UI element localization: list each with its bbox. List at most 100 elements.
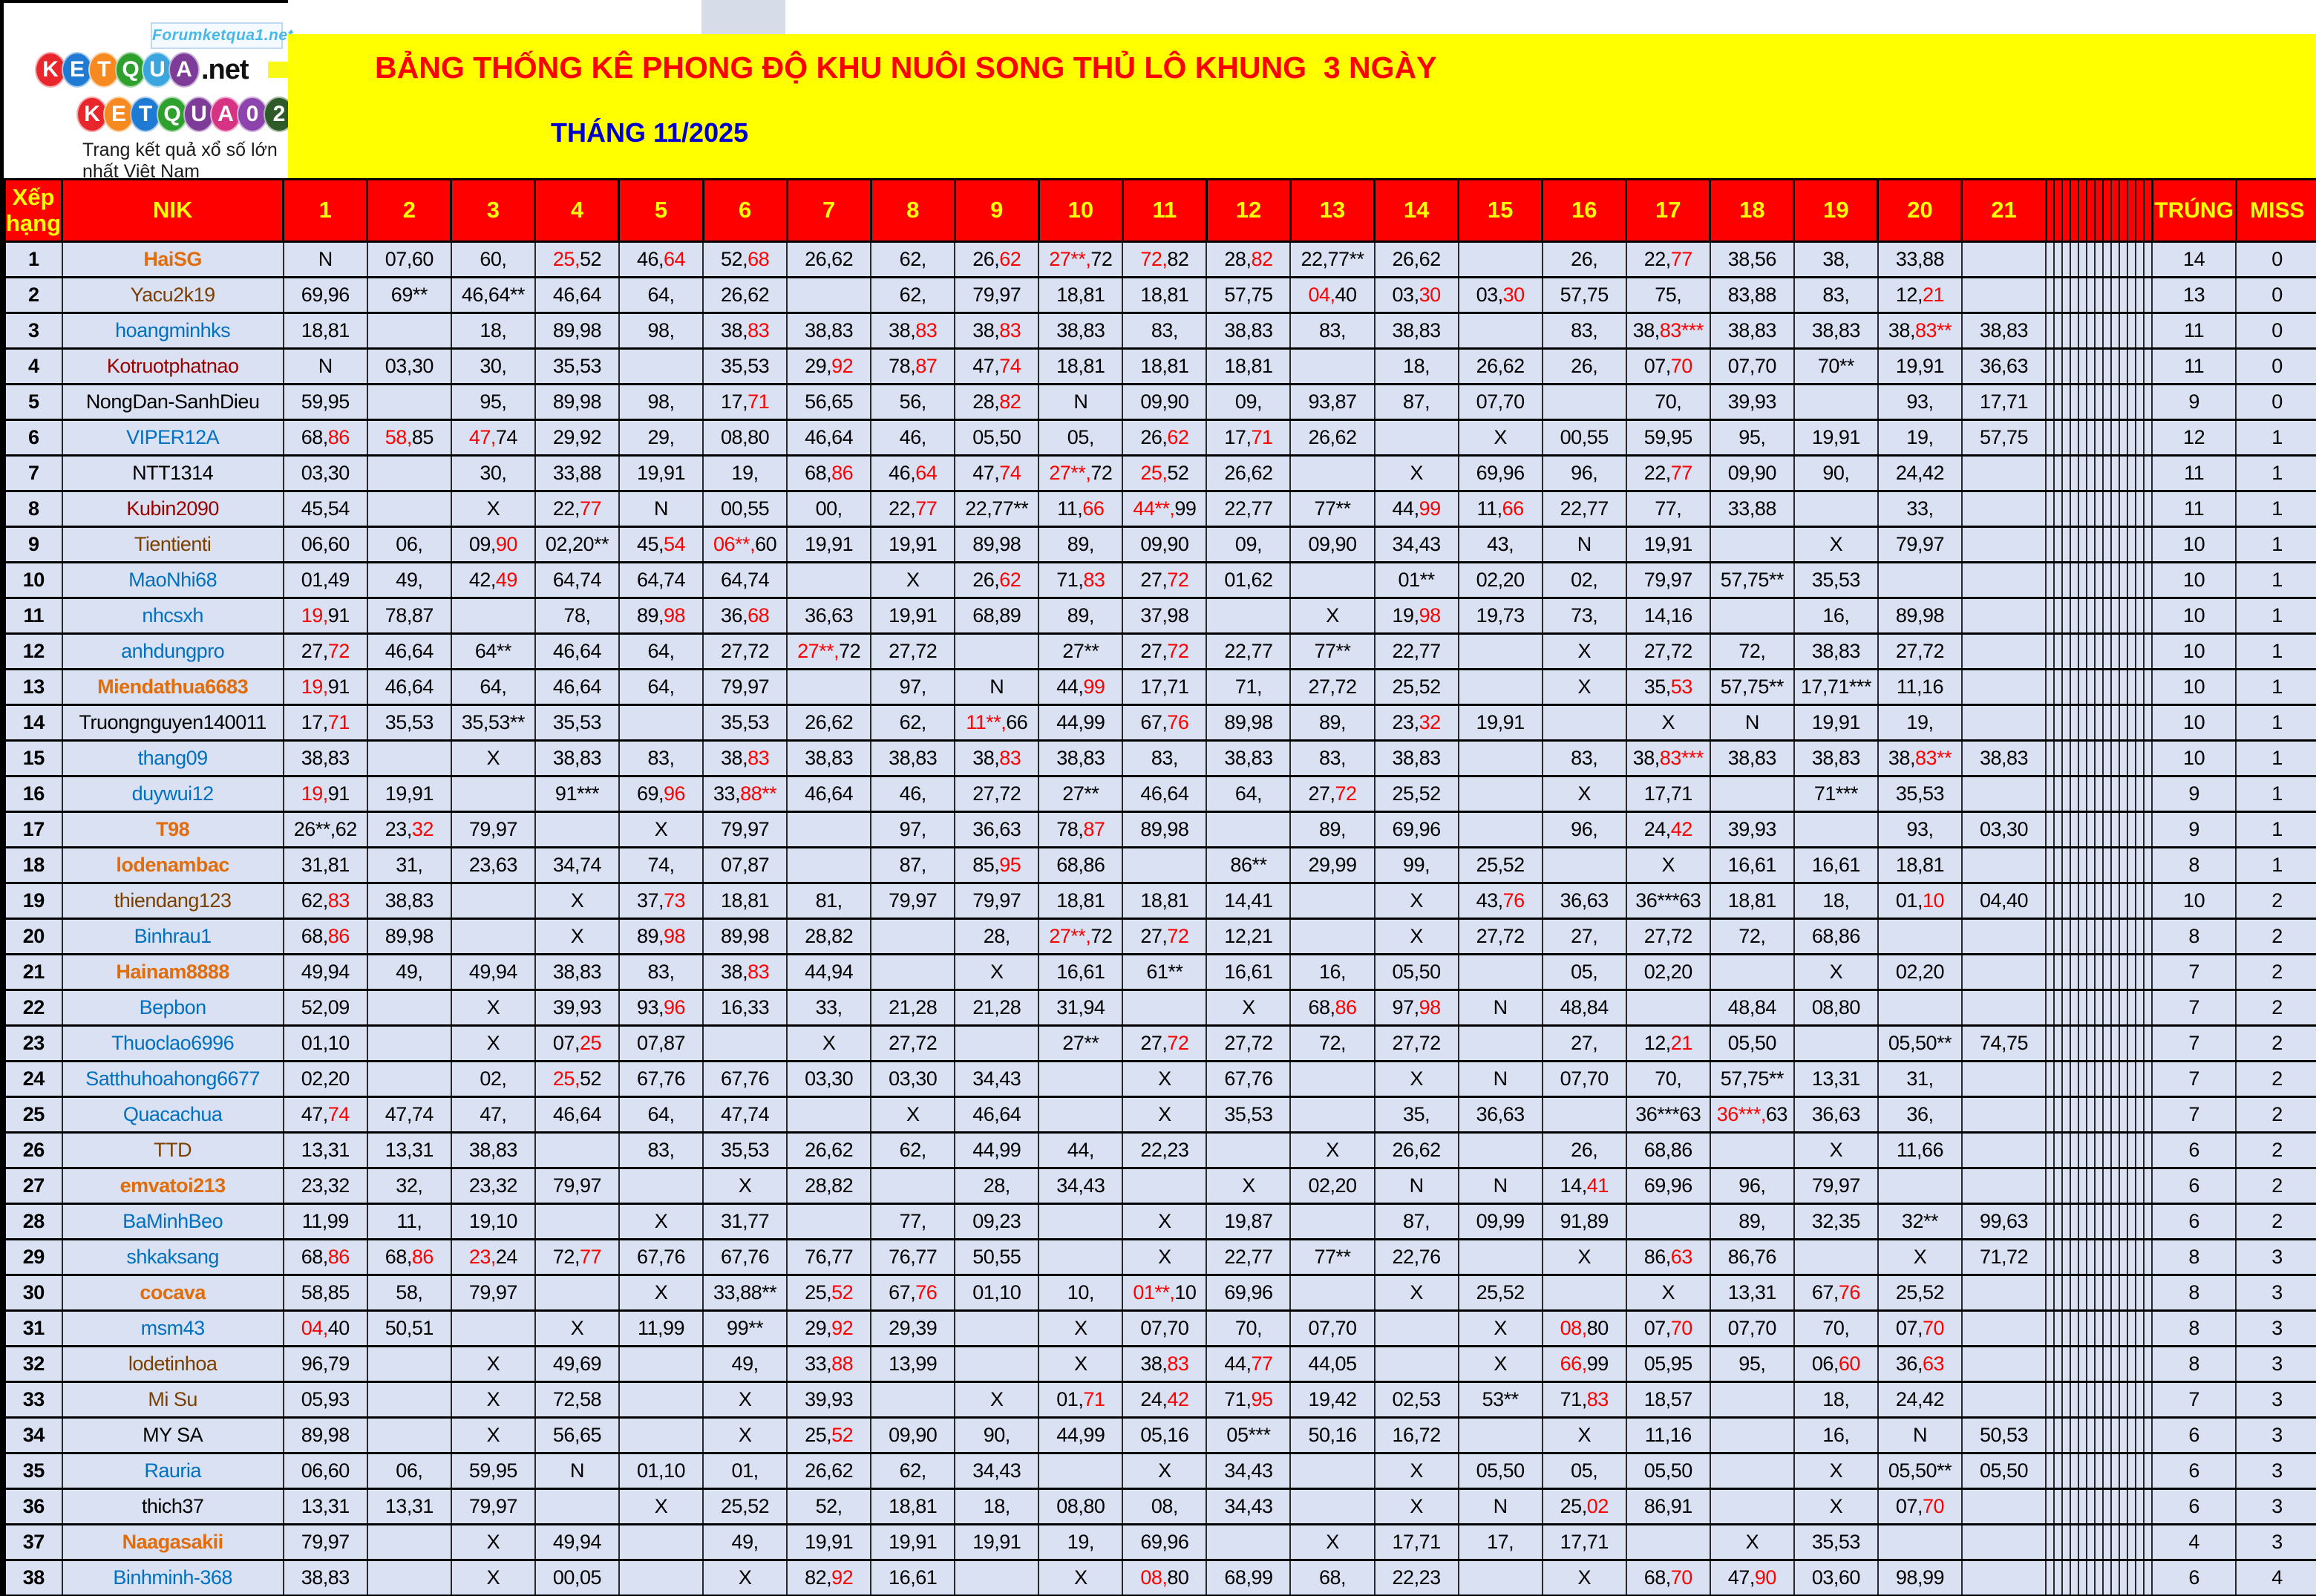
filler-cell[interactable] bbox=[2061, 1452, 2072, 1490]
day-cell[interactable]: 05,50 bbox=[1457, 1452, 1543, 1490]
filler-cell[interactable] bbox=[2070, 846, 2080, 884]
x-cell[interactable]: X bbox=[1793, 1452, 1879, 1490]
filler-cell[interactable] bbox=[2061, 1238, 2072, 1276]
filler-cell[interactable] bbox=[2135, 1131, 2145, 1169]
day-cell[interactable]: 17,71 bbox=[702, 383, 788, 421]
day-cell[interactable]: 93,96 bbox=[618, 989, 704, 1027]
filler-cell[interactable] bbox=[2078, 811, 2088, 848]
day-cell[interactable]: 64,74 bbox=[618, 561, 704, 599]
day-cell[interactable]: 26,62 bbox=[786, 1452, 872, 1490]
day-cell[interactable] bbox=[1709, 953, 1795, 991]
day-cell[interactable]: 22,77** bbox=[954, 490, 1040, 528]
day-cell[interactable]: 56, bbox=[870, 383, 956, 421]
day-cell[interactable]: 32** bbox=[1877, 1203, 1963, 1240]
filler-cell[interactable] bbox=[2102, 526, 2113, 563]
day-cell[interactable]: 97, bbox=[870, 668, 956, 706]
day-cell[interactable]: 61** bbox=[1122, 953, 1208, 991]
filler-cell[interactable] bbox=[2102, 454, 2113, 492]
day-cell[interactable]: 24,42 bbox=[1877, 454, 1963, 492]
x-cell[interactable]: X bbox=[1373, 1452, 1459, 1490]
rank-cell[interactable]: 5 bbox=[4, 383, 63, 421]
filler-cell[interactable] bbox=[2127, 1381, 2137, 1419]
day-cell[interactable]: 22,77 bbox=[1206, 1238, 1292, 1276]
day-cell[interactable] bbox=[1038, 1452, 1124, 1490]
filler-cell[interactable] bbox=[2110, 1167, 2121, 1205]
filler-cell[interactable] bbox=[2061, 1060, 2072, 1098]
x-cell[interactable]: X bbox=[450, 1024, 536, 1062]
day-cell[interactable]: 47,74 bbox=[366, 1096, 452, 1134]
miss-cell[interactable]: 2 bbox=[2235, 1024, 2316, 1062]
filler-cell[interactable] bbox=[2053, 276, 2064, 314]
filler-cell[interactable] bbox=[2045, 1024, 2055, 1062]
filler-cell[interactable] bbox=[2143, 1452, 2153, 1490]
day-cell[interactable]: 76,77 bbox=[786, 1238, 872, 1276]
day-cell[interactable]: 22,77** bbox=[1289, 241, 1375, 278]
day-cell[interactable]: 38,83 bbox=[1709, 739, 1795, 777]
filler-cell[interactable] bbox=[2143, 1024, 2153, 1062]
day-cell[interactable] bbox=[1373, 419, 1459, 457]
filler-cell[interactable] bbox=[2110, 668, 2121, 706]
filler-cell[interactable] bbox=[2119, 918, 2129, 955]
day-cell[interactable] bbox=[1793, 490, 1879, 528]
x-cell[interactable]: X bbox=[1122, 1060, 1208, 1098]
day-cell[interactable]: 22,77 bbox=[870, 490, 956, 528]
day-cell[interactable]: 46,64 bbox=[870, 454, 956, 492]
filler-cell[interactable] bbox=[2119, 1381, 2129, 1419]
filler-cell[interactable] bbox=[2127, 632, 2137, 670]
day-cell[interactable]: 26,62 bbox=[1206, 454, 1292, 492]
filler-cell[interactable] bbox=[2135, 1452, 2145, 1490]
filler-cell[interactable] bbox=[2061, 276, 2072, 314]
filler-cell[interactable] bbox=[2119, 1131, 2129, 1169]
day-cell[interactable]: 60, bbox=[450, 241, 536, 278]
day-cell[interactable] bbox=[1541, 704, 1627, 742]
x-cell[interactable]: X bbox=[1541, 1238, 1627, 1276]
filler-cell[interactable] bbox=[2070, 1096, 2080, 1134]
rank-cell[interactable]: 33 bbox=[4, 1381, 63, 1419]
day-cell[interactable]: 28,82 bbox=[954, 383, 1040, 421]
filler-cell[interactable] bbox=[2127, 526, 2137, 563]
day-cell[interactable]: 87, bbox=[1373, 383, 1459, 421]
trung-cell[interactable]: 10 bbox=[2151, 526, 2237, 563]
x-cell[interactable]: X bbox=[1709, 1523, 1795, 1561]
day-cell[interactable]: 03,30 bbox=[1457, 276, 1543, 314]
day-cell[interactable]: 24,42 bbox=[1122, 1381, 1208, 1419]
day-cell[interactable]: 01,10 bbox=[618, 1452, 704, 1490]
day-cell[interactable]: 17,71 bbox=[282, 704, 368, 742]
filler-cell[interactable] bbox=[2078, 668, 2088, 706]
nik-cell[interactable]: Quacachua bbox=[61, 1096, 284, 1134]
n-cell[interactable]: N bbox=[1457, 1488, 1543, 1525]
rank-cell[interactable]: 16 bbox=[4, 775, 63, 813]
day-cell[interactable]: 38,83 bbox=[786, 312, 872, 350]
x-cell[interactable]: X bbox=[450, 1416, 536, 1454]
day-cell[interactable]: 78,87 bbox=[1038, 811, 1124, 848]
filler-cell[interactable] bbox=[2070, 1167, 2080, 1205]
day-cell[interactable]: 24,42 bbox=[1877, 1381, 1963, 1419]
day-cell[interactable]: 07,70 bbox=[1877, 1488, 1963, 1525]
day-cell[interactable]: 05,50 bbox=[954, 419, 1040, 457]
day-cell[interactable] bbox=[534, 811, 620, 848]
day-cell[interactable] bbox=[1960, 526, 2047, 563]
day-cell[interactable] bbox=[1122, 846, 1208, 884]
day-cell[interactable]: 05,50 bbox=[1373, 953, 1459, 991]
filler-cell[interactable] bbox=[2094, 704, 2104, 742]
filler-cell[interactable] bbox=[2102, 1274, 2113, 1312]
filler-cell[interactable] bbox=[2143, 1523, 2153, 1561]
day-cell[interactable]: 19,91 bbox=[1625, 526, 1711, 563]
day-cell[interactable]: 56,65 bbox=[534, 1416, 620, 1454]
filler-cell[interactable] bbox=[2045, 846, 2055, 884]
day-cell[interactable]: 72, bbox=[1289, 1024, 1375, 1062]
day-cell[interactable]: 46,64** bbox=[450, 276, 536, 314]
filler-cell[interactable] bbox=[2127, 846, 2137, 884]
day-cell[interactable] bbox=[1960, 490, 2047, 528]
day-cell[interactable]: 12,21 bbox=[1206, 918, 1292, 955]
trung-cell[interactable]: 6 bbox=[2151, 1559, 2237, 1596]
day-cell[interactable]: 19,91 bbox=[870, 1523, 956, 1561]
filler-cell[interactable] bbox=[2135, 1309, 2145, 1347]
day-cell[interactable]: 38,83 bbox=[534, 953, 620, 991]
filler-cell[interactable] bbox=[2045, 1381, 2055, 1419]
filler-cell[interactable] bbox=[2094, 312, 2104, 350]
day-cell[interactable] bbox=[1960, 1096, 2047, 1134]
trung-cell[interactable]: 11 bbox=[2151, 312, 2237, 350]
day-cell[interactable]: 25,52 bbox=[1457, 1274, 1543, 1312]
filler-cell[interactable] bbox=[2102, 846, 2113, 884]
